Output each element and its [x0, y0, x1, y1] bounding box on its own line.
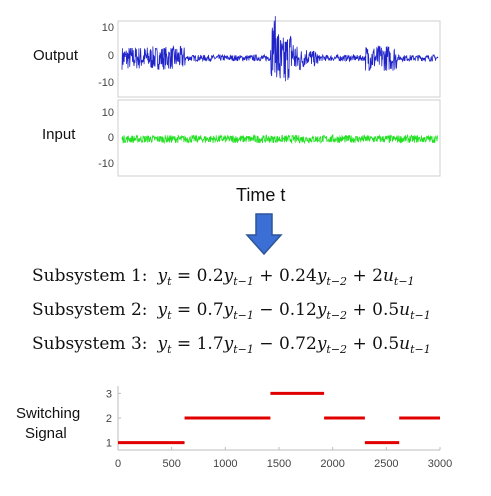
equation-operator: + — [347, 334, 373, 354]
equation-variable: y — [223, 300, 234, 320]
equation-subscript: t — [167, 275, 172, 288]
equation-operator: − — [253, 300, 279, 320]
input-label: Input — [42, 126, 76, 143]
equation-coefficient: 2 — [372, 266, 383, 286]
equation-variable: y — [223, 266, 234, 286]
equation-subscript: t−1 — [233, 275, 254, 288]
equation-subscript: t−2 — [326, 343, 348, 356]
equation-lhs: y — [157, 300, 168, 320]
equation-lhs: y — [157, 266, 168, 286]
equation-operator: + — [347, 266, 373, 286]
input-ytick: 0 — [107, 132, 114, 144]
equation-subscript: t−1 — [233, 343, 254, 356]
equation-subscript: t — [167, 343, 172, 356]
equation-variable: y — [316, 266, 327, 286]
equation-variable: y — [316, 300, 327, 320]
equation-coefficient: 0.72 — [278, 334, 317, 354]
equation-operator: = — [171, 334, 197, 354]
output-label: Output — [33, 47, 79, 64]
input-ytick: -10 — [98, 158, 114, 170]
output-axes — [117, 20, 441, 98]
equation-operator: = — [171, 300, 197, 320]
switching-signal-label: Switching Signal — [16, 404, 80, 444]
equation-row: Subsystem 1: yt = 0.2yt−1 + 0.24yt−2 + 2u… — [32, 266, 415, 288]
equation-subscript: t−1 — [410, 343, 431, 356]
switching-label-line1: Switching — [16, 405, 81, 422]
equation-row: Subsystem 2: yt = 0.7yt−1 − 0.12yt−2 + 0.… — [32, 300, 431, 322]
output-ytick: 0 — [107, 50, 114, 62]
x-tick-label: 500 — [162, 458, 180, 470]
equation-subscript: t−2 — [326, 275, 348, 288]
equation-coefficient: 0.7 — [196, 300, 224, 320]
equation-coefficient: 1.7 — [196, 334, 224, 354]
equation-subscript: t−1 — [233, 309, 254, 322]
x-tick-label: 1000 — [213, 458, 237, 470]
io-signals-figure — [117, 16, 441, 177]
equation-variable: y — [223, 334, 234, 354]
equation-variable: u — [399, 300, 411, 320]
input-signal-trace — [121, 133, 439, 145]
equation-coefficient: 0.2 — [196, 266, 224, 286]
equation-variable: u — [399, 334, 411, 354]
output-signal-trace — [121, 16, 439, 82]
equation-operator: + — [253, 266, 279, 286]
subsystem-label: Subsystem 1: — [32, 266, 148, 286]
output-ytick: -10 — [98, 77, 114, 89]
x-tick-label: 1500 — [267, 458, 291, 470]
output-ytick: 10 — [101, 22, 114, 34]
x-tick-label: 2000 — [320, 458, 344, 470]
switching-label-line2: Signal — [25, 425, 67, 442]
y-tick-label: 1 — [106, 438, 112, 450]
input-axes — [117, 99, 441, 177]
down-arrow-icon — [245, 213, 283, 256]
equation-subscript: t−2 — [326, 309, 348, 322]
y-tick-label: 3 — [106, 388, 112, 400]
subsystem-label: Subsystem 2: — [32, 300, 148, 320]
x-tick-label: 0 — [115, 458, 121, 470]
input-ytick: 10 — [101, 107, 114, 119]
equation-variable: y — [316, 334, 327, 354]
equation-operator: − — [253, 334, 279, 354]
equation-subscript: t — [167, 309, 172, 322]
equation-subscript: t−1 — [393, 275, 415, 288]
switching-signal-chart: 3 2 10 500 1000 1500 2000 2500 3000 — [106, 386, 452, 470]
equation-operator: = — [171, 266, 197, 286]
equation-coefficient: 0.5 — [372, 300, 400, 320]
x-tick-label: 3000 — [428, 458, 452, 470]
equation-variable: u — [382, 266, 394, 286]
equation-subscript: t−1 — [410, 309, 431, 322]
equation-coefficient: 0.5 — [372, 334, 400, 354]
y-tick-label: 2 — [106, 413, 112, 425]
equation-operator: + — [347, 300, 373, 320]
subsystem-label: Subsystem 3: — [32, 334, 148, 354]
equation-coefficient: 0.24 — [278, 266, 317, 286]
x-tick-label: 2500 — [374, 458, 398, 470]
equation-coefficient: 0.12 — [278, 300, 317, 320]
equation-row: Subsystem 3: yt = 1.7yt−1 − 0.72yt−2 + 0.… — [32, 334, 431, 356]
time-axis-label: Time t — [236, 185, 286, 205]
equation-lhs: y — [157, 334, 168, 354]
